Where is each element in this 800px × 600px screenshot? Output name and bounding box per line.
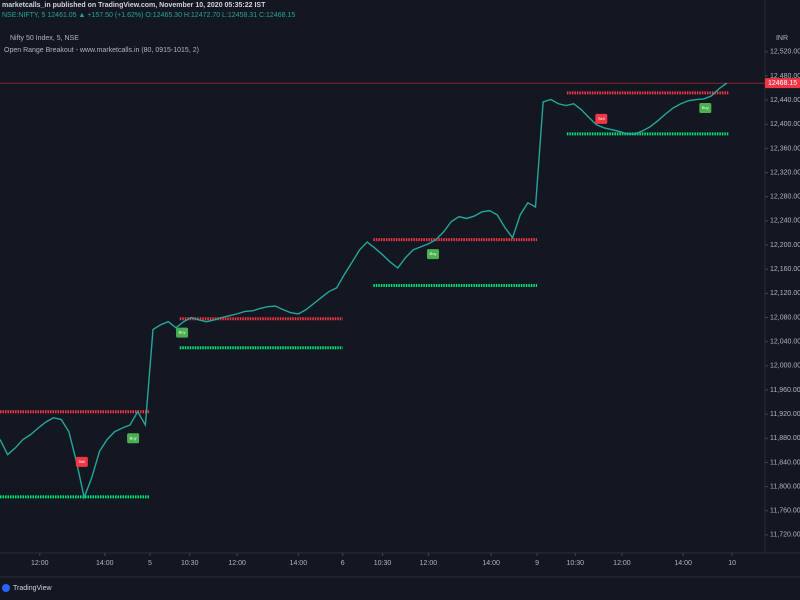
signal-box [699,102,712,113]
x-tick-label: 6 [341,560,345,567]
signal-box [127,433,140,444]
x-tick-label: 12:00 [228,560,246,567]
x-tick-label: 10:30 [567,560,585,567]
header: marketcalls_in published on TradingView.… [2,2,266,9]
footer: TradingView [13,585,52,592]
signal-box [595,113,608,124]
x-tick-label: 12:00 [613,560,631,567]
currency: INR [776,35,788,42]
x-tick-label: 12:00 [31,560,49,567]
y-tick-label: 12,360.00 [770,145,800,152]
y-tick-label: 11,880.00 [770,435,800,442]
y-tick-label: 12,520.00 [770,49,800,56]
price-line-series [0,82,728,500]
x-tick-label: 12:00 [420,560,438,567]
y-tick-label: 12,000.00 [770,363,800,370]
logo [2,584,10,592]
y-tick-label: 11,960.00 [770,387,800,394]
price-label-box [765,78,800,89]
signal-label: Buy [179,330,186,335]
y-tick-label: 12,480.00 [770,73,800,80]
signal-label: Buy [430,251,437,256]
y-tick-label: 12,080.00 [770,314,800,321]
x-tick-label: 10 [728,560,736,567]
x-tick-label: 9 [535,560,539,567]
indicator: Open Range Breakout - www.marketcalls.in… [4,47,199,54]
y-tick-label: 12,160.00 [770,266,800,273]
signal-label: Buy [702,105,709,110]
x-tick-label: 14:00 [482,560,500,567]
y-tick-label: 12,320.00 [770,169,800,176]
price-label: 12468.15 [768,80,797,87]
x-tick-label: 10:30 [374,560,392,567]
y-tick-label: 12,200.00 [770,242,800,249]
y-tick-label: 12,280.00 [770,194,800,201]
y-tick-label: 11,920.00 [770,411,800,418]
y-tick-label: 11,800.00 [770,483,800,490]
signal-label: Sell [79,459,86,464]
y-tick-label: 11,760.00 [770,508,800,515]
x-tick-label: 14:00 [96,560,114,567]
y-tick-label: 12,400.00 [770,121,800,128]
signal-box [75,456,88,467]
symbol-line: NSE:NIFTY, 5 12461.05 ▲ +157.50 (+1.62%)… [2,12,295,19]
signal-box [176,327,189,338]
x-tick-label: 14:00 [674,560,692,567]
x-tick-label: 10:30 [181,560,199,567]
x-tick-label: 14:00 [290,560,308,567]
signal-label: Sell [598,116,605,121]
x-tick-label: 5 [148,560,152,567]
y-tick-label: 12,040.00 [770,339,800,346]
y-tick-label: 12,240.00 [770,218,800,225]
instrument: Nifty 50 Index, 5, NSE [10,35,79,42]
y-tick-label: 12,440.00 [770,97,800,104]
signal-box [426,249,439,260]
y-tick-label: 11,840.00 [770,459,800,466]
y-tick-label: 11,720.00 [770,532,800,539]
y-tick-label: 12,120.00 [770,290,800,297]
signal-label: Buy [130,435,137,440]
